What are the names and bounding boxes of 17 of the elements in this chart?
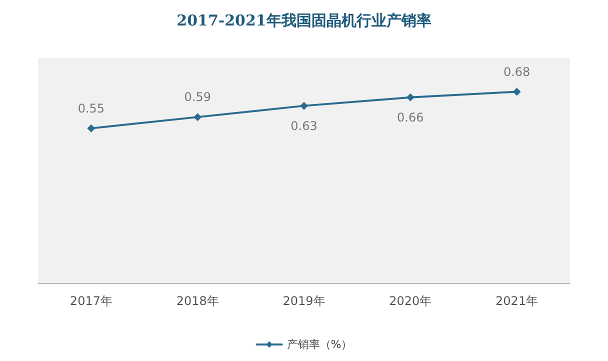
data-label: 0.66: [397, 110, 424, 124]
point: [194, 113, 202, 122]
x-tick-label: 2017年: [70, 294, 112, 308]
point: [512, 88, 521, 96]
data-label: 0.59: [184, 90, 211, 104]
x-tick-label: 2021年: [496, 294, 538, 308]
data-label: 0.63: [290, 118, 318, 133]
data-label: 0.68: [503, 64, 530, 79]
point: [300, 102, 308, 110]
x-tick-label: 2018年: [176, 294, 219, 308]
x-tick-label: 2020年: [389, 294, 432, 308]
point: [406, 93, 414, 102]
data-label: 0.55: [78, 101, 105, 116]
point: [87, 124, 96, 132]
x-tick-label: 2019年: [282, 294, 326, 308]
legend-label: 产销率（%）: [286, 338, 352, 351]
chart-title: 2017-2021年我国固晶机行业产销率: [176, 12, 432, 30]
